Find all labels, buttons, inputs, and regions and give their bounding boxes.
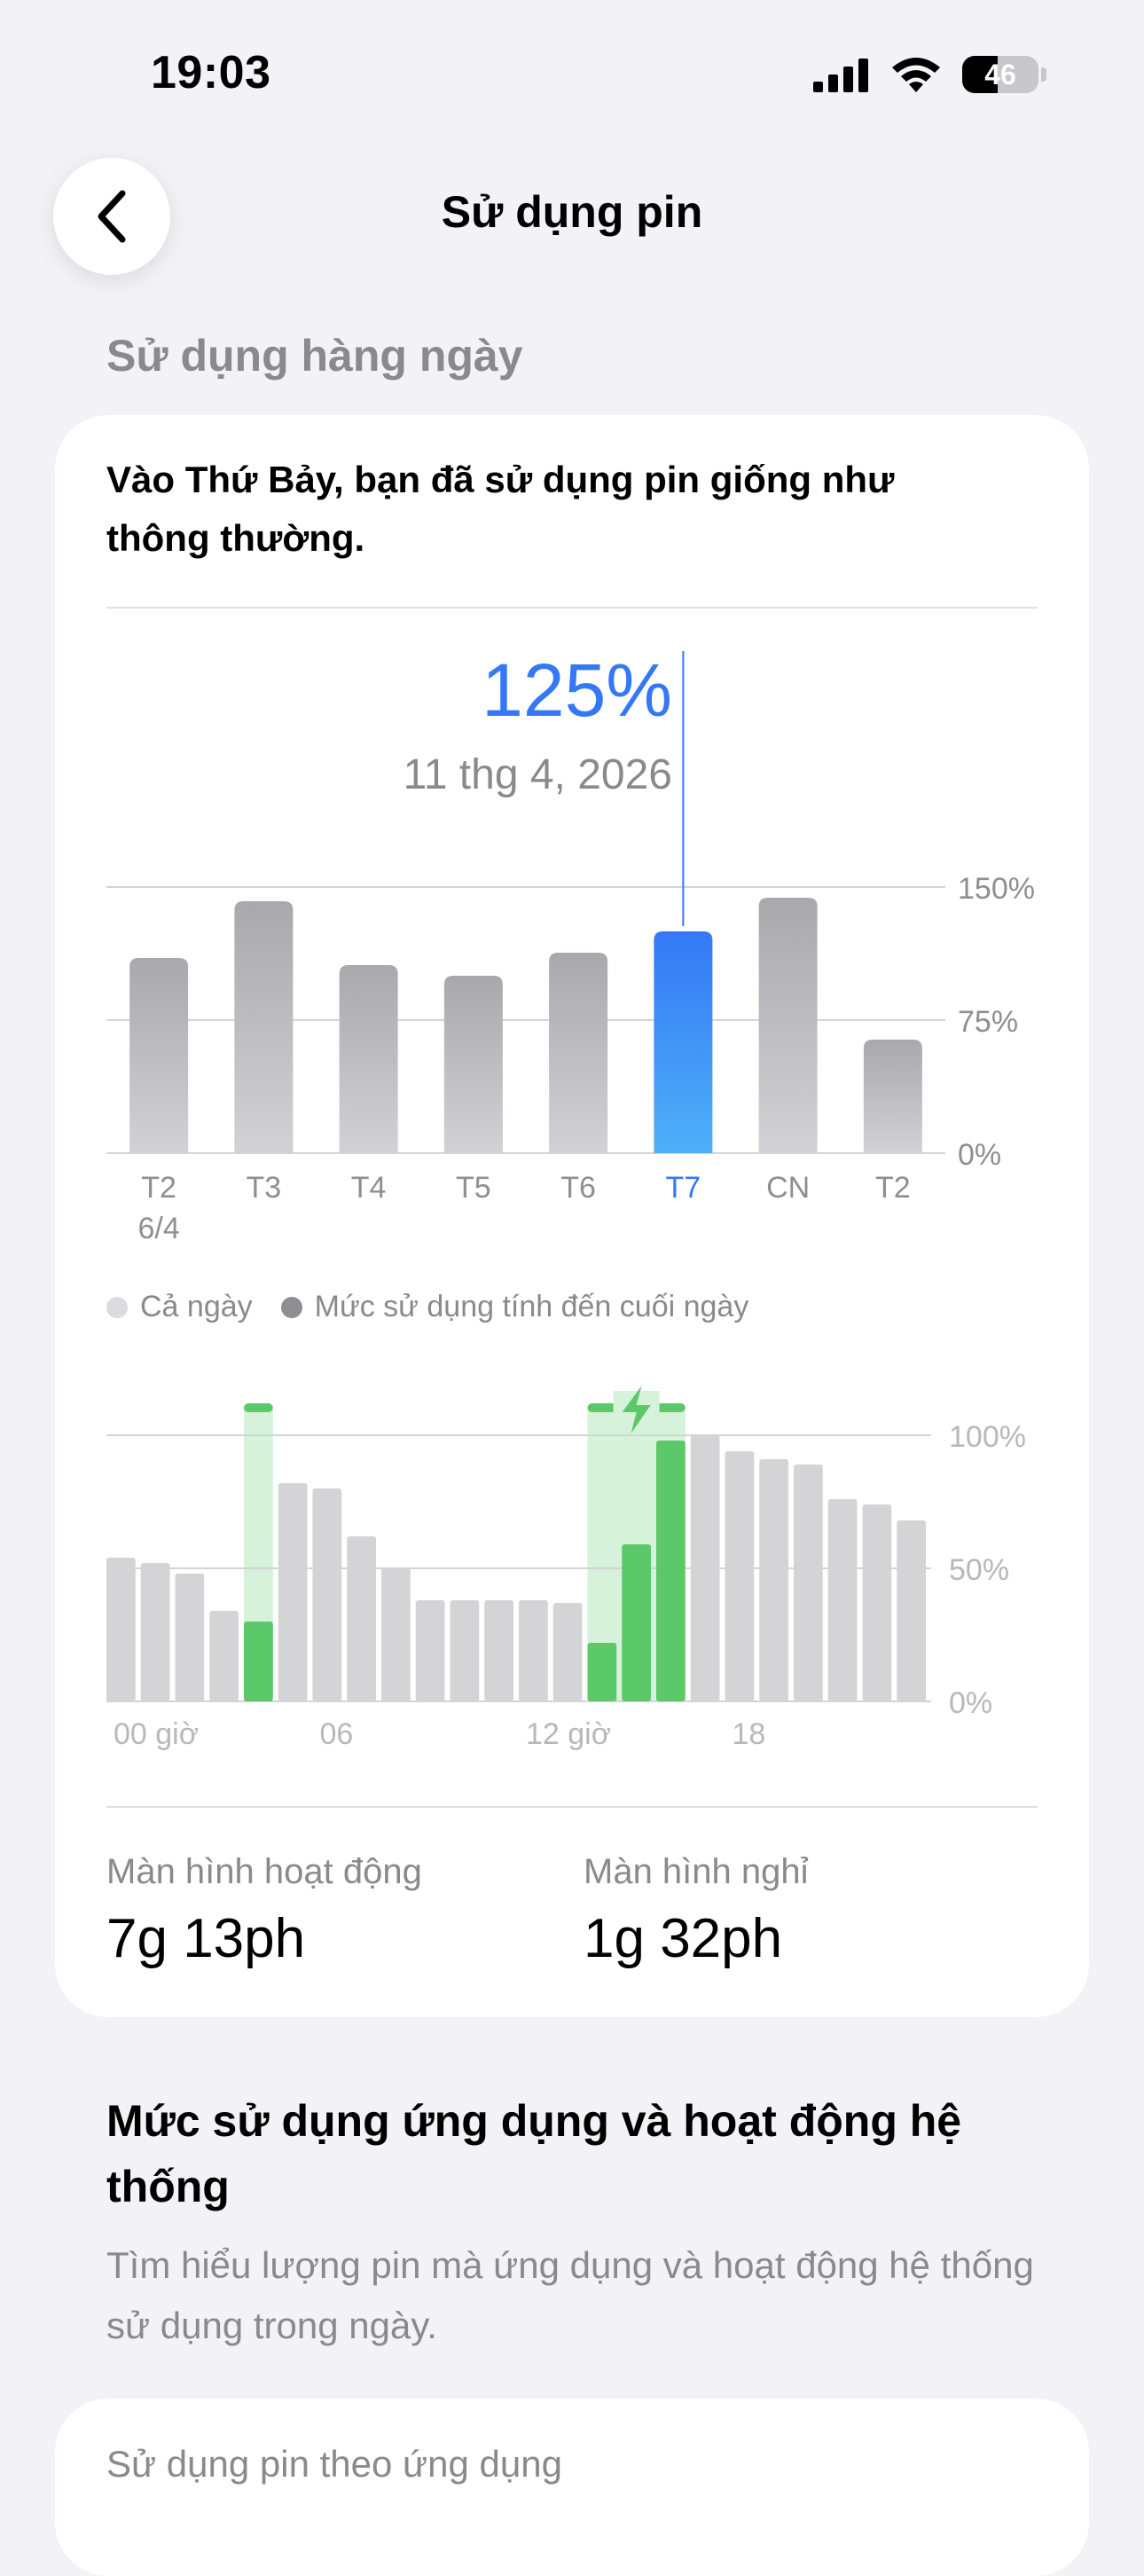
selected-day-date: 11 thg 4, 2026 <box>403 751 672 798</box>
cellular-signal-icon <box>813 59 868 92</box>
wifi-icon <box>892 58 940 92</box>
x-tick-label: T4 <box>351 1171 387 1205</box>
usage-by-app-title: Sử dụng pin theo ứng dụng <box>106 2443 562 2485</box>
page-title: Sử dụng pin <box>441 187 703 237</box>
screen-on-value: 7g 13ph <box>106 1908 306 1969</box>
y-tick-label: 150% <box>958 872 1035 906</box>
y-tick-label: 75% <box>958 1005 1018 1039</box>
x-tick-label: T7 <box>666 1171 701 1205</box>
hour-bar <box>106 1558 136 1701</box>
x-tick-label: 12 giờ <box>526 1717 611 1751</box>
x-tick-label: 18 <box>733 1717 766 1751</box>
hour-bar <box>450 1600 480 1701</box>
bar <box>443 976 503 1153</box>
hour-bar <box>140 1563 170 1701</box>
hour-bar <box>484 1600 513 1701</box>
bar-selected <box>654 931 713 1153</box>
hour-bar <box>381 1568 411 1701</box>
screen-off-label: Màn hình nghỉ <box>584 1852 809 1891</box>
divider <box>106 1806 1038 1808</box>
usage-by-app-card[interactable] <box>55 2399 1089 2576</box>
divider <box>106 607 1038 609</box>
app-activity-description: Tìm hiểu lượng pin mà ứng dụng và hoạt đ… <box>106 2244 1034 2346</box>
x-tick-label: T6 <box>560 1171 596 1205</box>
hour-bar <box>794 1465 823 1701</box>
y-tick-label: 100% <box>949 1420 1026 1454</box>
x-tick-label: 00 giờ <box>114 1717 199 1751</box>
hour-bar <box>519 1600 548 1701</box>
bar <box>234 901 294 1153</box>
bar <box>339 965 398 1153</box>
hour-bar <box>278 1483 308 1701</box>
hour-bar-charging <box>587 1643 617 1701</box>
x-tick-label: CN <box>766 1171 810 1205</box>
hour-bar <box>552 1603 583 1701</box>
back-button[interactable] <box>53 158 170 275</box>
chevron-left-icon <box>98 190 126 243</box>
x-tick-label: T3 <box>247 1171 282 1205</box>
bar <box>758 898 818 1153</box>
battery-icon: 46 <box>962 56 1046 93</box>
chart-legend: Cả ngày Mức sử dụng tính đến cuối ngày <box>106 1290 761 1324</box>
y-tick-label: 0% <box>958 1138 1001 1172</box>
legend-dot-light <box>106 1296 128 1318</box>
daily-usage-card <box>55 415 1089 2017</box>
y-tick-label: 0% <box>949 1686 992 1720</box>
bar <box>129 958 189 1153</box>
hour-bar <box>725 1451 755 1701</box>
hour-bar <box>827 1499 858 1701</box>
legend-dot-dark <box>280 1296 302 1318</box>
legend-all-day-label: Cả ngày <box>140 1290 253 1323</box>
hour-bar-charging <box>622 1544 651 1701</box>
screen-on-label: Màn hình hoạt động <box>106 1852 422 1891</box>
daily-usage-header: Sử dụng hàng ngày <box>106 331 523 381</box>
status-time: 19:03 <box>151 47 271 98</box>
hour-bar <box>897 1520 926 1701</box>
app-activity-title: Mức sử dụng ứng dụng và hoạt động hệ thố… <box>106 2096 962 2211</box>
x-tick-label: 06 <box>320 1717 354 1751</box>
hour-bar-charging <box>244 1622 273 1701</box>
x-tick-sublabel: 6/4 <box>137 1212 179 1245</box>
bar <box>549 953 608 1153</box>
charging-cap <box>244 1403 273 1412</box>
status-icons: 46 <box>813 55 1046 94</box>
legend-end-of-day: Mức sử dụng tính đến cuối ngày <box>280 1290 749 1324</box>
battery-percent: 46 <box>984 58 1016 90</box>
hour-bar <box>312 1488 342 1701</box>
hour-bar <box>209 1611 239 1701</box>
hour-bar <box>862 1504 892 1701</box>
legend-end-of-day-label: Mức sử dụng tính đến cuối ngày <box>314 1290 749 1323</box>
selected-day-value: 125% <box>482 648 672 732</box>
x-tick-label: T2 <box>141 1171 176 1205</box>
hour-bar-charging <box>656 1441 686 1701</box>
hour-bar <box>759 1459 788 1701</box>
bar <box>863 1040 922 1153</box>
hour-bar <box>690 1435 720 1701</box>
legend-all-day: Cả ngày <box>106 1290 253 1324</box>
y-tick-label: 50% <box>949 1553 1009 1587</box>
usage-summary: Vào Thứ Bảy, bạn đã sử dụng pin giống nh… <box>106 459 895 559</box>
x-tick-label: T5 <box>456 1171 491 1205</box>
hour-bar <box>415 1600 445 1701</box>
hour-bar <box>347 1536 376 1701</box>
hour-bar <box>175 1574 205 1701</box>
x-tick-label: T2 <box>875 1171 911 1205</box>
charging-bolt-icon <box>622 1386 651 1433</box>
screen-off-value: 1g 32ph <box>584 1908 783 1969</box>
